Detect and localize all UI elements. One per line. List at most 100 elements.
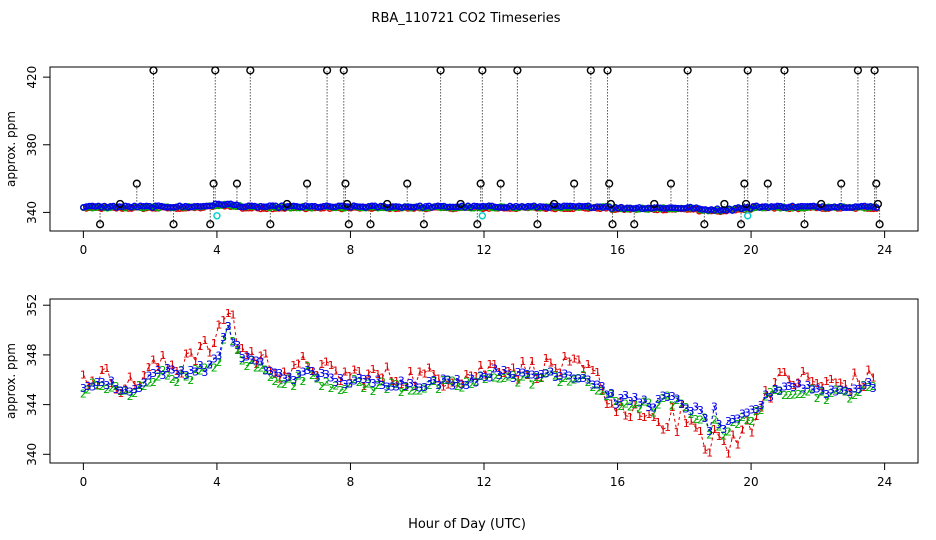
bottom-series-1-point: 1: [487, 358, 494, 371]
bottom-series-1-point: 1: [472, 370, 479, 383]
bottom-series-1-segment: [260, 353, 266, 357]
bottom-series-3-segment: [349, 380, 355, 385]
bottom-series-3-segment: [634, 396, 640, 403]
top-series-blue-point: [191, 202, 198, 210]
bottom-series-1-point: 1: [533, 373, 540, 386]
top-series-blue-point: [167, 204, 174, 211]
bottom-series-3-segment: [774, 388, 780, 392]
bottom-series-1-segment: [87, 380, 94, 386]
bottom-series-3-segment: [335, 377, 341, 383]
bottom-series-1-point: 1: [318, 358, 325, 371]
bottom-series-1-point: 1: [183, 348, 190, 361]
bottom-series-2-point: 2: [468, 378, 475, 391]
bottom-series-2-segment: [690, 413, 697, 420]
bottom-series-3-point: 3: [150, 367, 157, 380]
top-series-blue-point: [404, 203, 412, 211]
bottom-series-1-point: 1: [215, 318, 222, 331]
bottom-series-3-segment: [162, 367, 168, 376]
top-outlier-point: [570, 179, 579, 188]
bottom-series-1-segment: [190, 352, 196, 362]
top-series-blue-point: [831, 203, 838, 211]
bottom-series-2-segment: [209, 363, 215, 368]
top-series-blue-point: [500, 204, 508, 211]
bottom-series-2-point: 2: [421, 383, 428, 396]
bottom-series-3-point: 3: [346, 378, 353, 391]
top-series-blue-point: [491, 203, 499, 211]
bottom-series-3-segment: [359, 377, 364, 380]
top-series-blue-point: [83, 203, 90, 210]
bottom-series-3-segment: [134, 387, 140, 390]
bottom-series-1-point: 1: [566, 355, 573, 368]
top-x-tick-label: 16: [610, 243, 625, 257]
bottom-series-1-segment: [438, 378, 444, 387]
top-series-blue-point: [798, 202, 805, 210]
bottom-series-1-segment: [709, 428, 715, 453]
top-series-blue-point: [350, 202, 358, 209]
top-series-blue-point: [335, 202, 343, 210]
bottom-series-3-segment: [550, 371, 556, 378]
bottom-series-2-point: 2: [220, 333, 227, 346]
top-series-blue-point: [864, 203, 871, 210]
bottom-series-2-point: 2: [426, 379, 433, 392]
bottom-series-2-segment: [606, 393, 612, 397]
bottom-series-3-point: 3: [370, 377, 377, 390]
top-outlier-point: [875, 220, 884, 229]
bottom-series-3-segment: [83, 385, 89, 389]
top-outlier-point: [870, 66, 879, 75]
bottom-series-3-segment: [597, 383, 603, 387]
top-series-blue-point: [323, 202, 331, 210]
bottom-series-1-segment: [484, 363, 491, 375]
top-series-blue-point: [681, 204, 688, 212]
bottom-series-2-segment: [148, 381, 154, 384]
bottom-series-3-segment: [503, 369, 510, 376]
top-series-blue-point: [656, 204, 664, 212]
bottom-series-2-point: 2: [748, 415, 755, 428]
bottom-series-1-point: 1: [758, 402, 765, 415]
top-series-blue-point: [708, 206, 715, 213]
bottom-series-2-point: 2: [650, 406, 657, 419]
bottom-series-2-point: 2: [804, 385, 811, 398]
bottom-series-2-segment: [358, 381, 365, 389]
bottom-series-1-point: 1: [365, 367, 372, 380]
bottom-series-3-point: 3: [416, 381, 423, 394]
bottom-series-1-segment: [288, 364, 295, 378]
bottom-series-1-segment: [475, 365, 482, 376]
bottom-series-1-segment: [101, 367, 107, 371]
bottom-series-3-point: 3: [800, 383, 807, 396]
bottom-series-1-segment: [751, 415, 757, 433]
bottom-series-2-segment: [746, 419, 752, 422]
bottom-series-1-point: 1: [421, 367, 428, 380]
bottom-series-1-segment: [574, 357, 579, 361]
x-axis-label: Hour of Day (UTC): [408, 517, 526, 532]
bottom-series-2-point: 2: [131, 387, 138, 400]
bottom-series-3-segment: [639, 399, 645, 403]
bottom-series-2-segment: [335, 384, 341, 391]
bottom-series-2-segment: [587, 381, 594, 388]
bottom-series-2-point: 2: [374, 379, 381, 392]
bottom-series-1-segment: [611, 403, 617, 413]
bottom-series-3-point: 3: [393, 381, 400, 394]
bottom-series-2-point: 2: [482, 373, 489, 386]
bottom-series-2-segment: [326, 381, 332, 389]
bottom-series-2-segment: [101, 385, 108, 390]
bottom-series-2-segment: [195, 368, 201, 372]
bottom-series-2-segment: [489, 373, 495, 378]
bottom-series-3-segment: [87, 385, 93, 387]
bottom-series-2-segment: [713, 419, 720, 427]
bottom-series-2-segment: [405, 386, 411, 391]
bottom-series-3-segment: [167, 367, 173, 370]
top-series-blue-point: [780, 204, 787, 211]
bottom-series-1-segment: [433, 373, 439, 379]
bottom-series-3-point: 3: [846, 386, 853, 399]
bottom-series-3-point: 3: [80, 382, 87, 395]
bottom-series-3-segment: [101, 381, 108, 386]
bottom-series-1-segment: [447, 382, 453, 385]
bottom-series-3-segment: [723, 420, 729, 430]
bottom-series-1-segment: [274, 373, 281, 380]
top-series-blue-point: [581, 202, 589, 210]
bottom-series-3-segment: [615, 397, 622, 405]
top-series-blue-point: [341, 202, 349, 210]
bottom-series-2-point: 2: [281, 378, 288, 391]
bottom-series-3-point: 3: [342, 378, 349, 391]
